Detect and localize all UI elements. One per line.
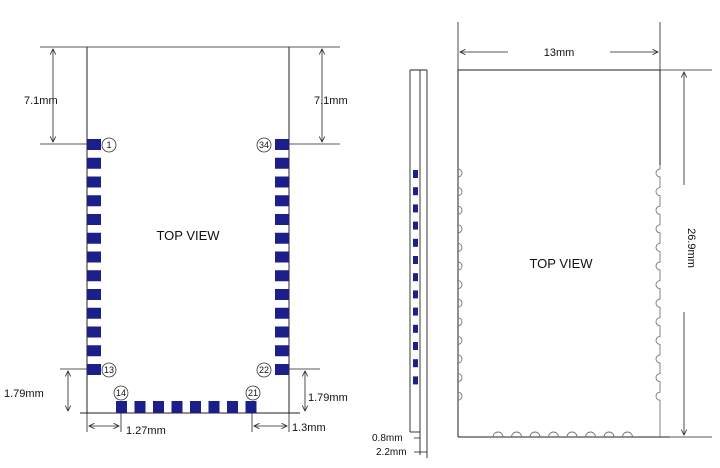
side-view-pad (413, 290, 418, 299)
left-side-pad (87, 270, 101, 282)
dim-bottom-left-label: 1.79mm (4, 388, 44, 400)
dim-height-label: 26.9mm (685, 228, 697, 268)
left-side-pad (87, 345, 101, 357)
svg-text:34: 34 (259, 140, 269, 150)
pin-label-14: 14 (113, 385, 129, 401)
side-view-pad (413, 187, 418, 196)
left-side-pad (87, 139, 101, 150)
left-side-pad (87, 251, 101, 263)
side-view-pad (413, 342, 418, 350)
right-side-pad (275, 176, 289, 188)
side-view-pad (413, 376, 418, 385)
left-side-pad (87, 326, 101, 338)
left-side-pad (87, 214, 101, 225)
bottom-pad (116, 401, 127, 413)
dim-top-left-label: 7.1mm (24, 95, 58, 107)
dim-pcb-thickness-label: 0.8mm (372, 433, 403, 444)
side-view-pad (413, 256, 418, 264)
right-view-title: TOP VIEW (529, 256, 593, 271)
left-side-pad (87, 176, 101, 188)
right-side-pad (275, 289, 289, 300)
svg-text:1: 1 (106, 140, 111, 150)
svg-text:14: 14 (116, 388, 126, 398)
left-side-pad (87, 232, 101, 244)
svg-text:13: 13 (104, 365, 114, 375)
pin-label-13: 13 (101, 362, 117, 378)
side-view-pad (413, 273, 418, 282)
right-side-pad (275, 307, 289, 319)
dim-width-label: 13mm (544, 47, 575, 59)
bottom-pad (153, 401, 164, 413)
left-edge-castellations (457, 168, 463, 401)
side-view: 0.8mm 2.2mm (372, 69, 428, 458)
side-view-pad (413, 221, 418, 230)
svg-text:22: 22 (259, 365, 269, 375)
pin-label-1: 1 (101, 137, 117, 153)
side-view-pad (413, 170, 418, 178)
svg-text:21: 21 (248, 388, 258, 398)
side-view-outline (409, 69, 428, 458)
pin-label-21: 21 (245, 385, 261, 401)
side-view-pads (413, 170, 418, 385)
right-castellations (457, 165, 661, 438)
right-side-pad (275, 214, 289, 225)
bottom-pad (245, 401, 257, 413)
right-side-pad (275, 270, 289, 282)
pin-label-34: 34 (256, 137, 272, 153)
right-side-pad (275, 326, 289, 338)
side-view-pad (413, 324, 418, 333)
left-top-view: 1 34 13 22 14 21 TOP VIEW 7.1mm 7.1mm 1.… (4, 46, 348, 437)
side-view-pad (413, 238, 418, 247)
left-side-pad (87, 157, 101, 169)
left-side-pad (87, 195, 101, 207)
side-dim-ticks (414, 437, 427, 453)
right-module-outline (457, 69, 670, 438)
right-top-view: TOP VIEW 13mm 26.9mm (457, 22, 712, 438)
bottom-pad (227, 401, 238, 413)
bottom-edge-castellations (492, 431, 633, 438)
dim-edge-label: 1.3mm (292, 422, 326, 434)
dim-bottom-right-label: 1.79mm (308, 392, 348, 404)
dim-top-right-label: 7.1mm (314, 95, 348, 107)
right-side-pad (275, 345, 289, 357)
left-dimension-arrows (53, 49, 322, 426)
left-side-pad (87, 307, 101, 319)
bottom-pad (134, 401, 146, 413)
dim-pitch-label: 1.27mm (126, 425, 166, 437)
bottom-pad (208, 401, 220, 413)
left-side-pad (87, 364, 101, 375)
dim-total-thickness-label: 2.2mm (376, 447, 407, 458)
right-side-pad (275, 157, 289, 169)
right-side-pad (275, 195, 289, 207)
pin-label-22: 22 (256, 362, 272, 378)
side-view-pad (413, 204, 418, 213)
bottom-pad (171, 401, 183, 413)
left-view-pads (87, 139, 289, 413)
left-view-title: TOP VIEW (156, 228, 220, 243)
right-side-pad (275, 251, 289, 263)
right-extension-lines (457, 22, 712, 438)
left-side-pad (87, 289, 101, 300)
right-side-pad (275, 364, 289, 375)
side-view-pad (413, 307, 418, 316)
side-view-pad (413, 359, 418, 368)
bottom-pad (190, 401, 201, 413)
right-edge-castellations (655, 165, 661, 437)
right-side-pad (275, 139, 289, 150)
right-side-pad (275, 232, 289, 244)
